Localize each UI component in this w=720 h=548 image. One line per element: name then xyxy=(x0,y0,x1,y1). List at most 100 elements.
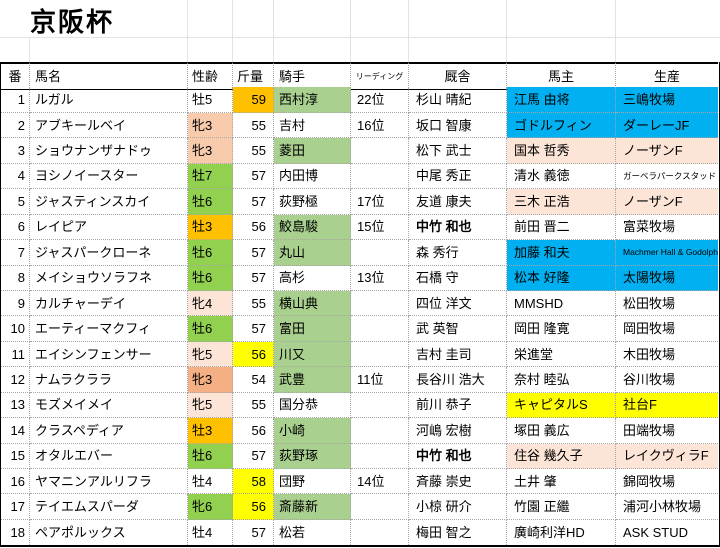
horse-name-cell[interactable]: ペアポルックス xyxy=(30,519,188,546)
horse-name-cell[interactable]: アブキールベイ xyxy=(30,112,188,139)
owner-cell[interactable]: MMSHD xyxy=(507,290,616,317)
row-number-cell[interactable]: 8 xyxy=(1,265,30,291)
header-number[interactable]: 番 xyxy=(1,62,30,90)
sex-age-cell[interactable]: 牝3 xyxy=(188,112,233,139)
breeder-cell[interactable]: レイクヴィラF xyxy=(616,443,718,469)
weight-cell[interactable]: 55 xyxy=(233,392,274,419)
row-number-cell[interactable]: 16 xyxy=(1,469,30,495)
sex-age-cell[interactable]: 牡4 xyxy=(188,469,233,495)
leading-rank-cell[interactable] xyxy=(351,163,409,190)
row-number-cell[interactable]: 7 xyxy=(1,240,30,266)
owner-cell[interactable]: 竹園 正繼 xyxy=(507,494,616,520)
weight-cell[interactable]: 57 xyxy=(233,316,274,342)
jockey-cell[interactable]: 国分恭 xyxy=(274,392,351,419)
row-number-cell[interactable]: 17 xyxy=(1,494,30,520)
sex-age-cell[interactable]: 牡3 xyxy=(188,214,233,241)
jockey-cell[interactable]: 団野 xyxy=(274,469,351,495)
jockey-cell[interactable]: 高杉 xyxy=(274,265,351,291)
leading-rank-cell[interactable] xyxy=(351,392,409,419)
header-sex-age[interactable]: 性齢 xyxy=(188,62,233,90)
sex-age-cell[interactable]: 牡7 xyxy=(188,163,233,190)
horse-name-cell[interactable]: ジャスパークローネ xyxy=(30,240,188,266)
stable-cell[interactable]: 友道 康夫 xyxy=(409,189,507,215)
breeder-cell[interactable]: 三嶋牧場 xyxy=(616,87,718,113)
sex-age-cell[interactable]: 牝3 xyxy=(188,367,233,393)
sex-age-cell[interactable]: 牡6 xyxy=(188,189,233,215)
stable-cell[interactable]: 梅田 智之 xyxy=(409,519,507,546)
race-title[interactable]: 京阪杯 xyxy=(30,7,115,37)
breeder-cell[interactable]: 木田牧場 xyxy=(616,342,718,368)
leading-rank-cell[interactable] xyxy=(351,494,409,520)
leading-rank-cell[interactable]: 22位 xyxy=(351,87,409,113)
sex-age-cell[interactable]: 牝5 xyxy=(188,392,233,419)
sex-age-cell[interactable]: 牡4 xyxy=(188,519,233,546)
leading-rank-cell[interactable]: 13位 xyxy=(351,265,409,291)
weight-cell[interactable]: 57 xyxy=(233,163,274,190)
weight-cell[interactable]: 55 xyxy=(233,112,274,139)
weight-cell[interactable]: 56 xyxy=(233,494,274,520)
sex-age-cell[interactable]: 牝5 xyxy=(188,341,233,368)
sex-age-cell[interactable]: 牡3 xyxy=(188,418,233,444)
breeder-cell[interactable]: 浦河小林牧場 xyxy=(616,494,718,520)
weight-cell[interactable]: 55 xyxy=(233,290,274,317)
breeder-cell[interactable]: 松田牧場 xyxy=(616,291,718,317)
owner-cell[interactable]: キャピタルS xyxy=(507,392,616,419)
owner-cell[interactable]: 前田 晋二 xyxy=(507,214,616,241)
horse-name-cell[interactable]: カルチャーデイ xyxy=(30,290,188,317)
header-leading[interactable]: リーディング xyxy=(351,62,409,90)
owner-cell[interactable]: 加藤 和夫 xyxy=(507,240,616,266)
stable-cell[interactable]: 吉村 圭司 xyxy=(409,341,507,368)
stable-cell[interactable]: 四位 洋文 xyxy=(409,290,507,317)
breeder-cell[interactable]: 社台F xyxy=(616,392,718,419)
breeder-cell[interactable]: 岡田牧場 xyxy=(616,316,718,342)
jockey-cell[interactable]: 菱田 xyxy=(274,138,351,164)
breeder-cell[interactable]: ASK STUD xyxy=(623,525,689,541)
owner-cell[interactable]: 清水 義徳 xyxy=(507,163,616,190)
jockey-cell[interactable]: 小崎 xyxy=(274,418,351,444)
breeder-cell[interactable]: 田端牧場 xyxy=(616,418,718,444)
horse-name-cell[interactable]: エーティーマクフィ xyxy=(30,316,188,342)
horse-name-cell[interactable]: ナムラクララ xyxy=(30,367,188,393)
leading-rank-cell[interactable] xyxy=(351,240,409,266)
weight-cell[interactable]: 57 xyxy=(233,443,274,469)
leading-rank-cell[interactable] xyxy=(351,341,409,368)
owner-cell[interactable]: 岡田 隆寛 xyxy=(507,316,616,342)
leading-rank-cell[interactable] xyxy=(351,443,409,469)
leading-rank-cell[interactable] xyxy=(351,138,409,164)
breeder-cell[interactable]: 錦岡牧場 xyxy=(616,469,718,495)
owner-cell[interactable]: 塚田 義広 xyxy=(507,418,616,444)
owner-cell[interactable]: 土井 肇 xyxy=(507,469,616,495)
stable-cell[interactable]: 長谷川 浩大 xyxy=(409,367,507,393)
row-number-cell[interactable]: 11 xyxy=(1,341,30,368)
header-owner[interactable]: 馬主 xyxy=(507,62,616,90)
horse-name-cell[interactable]: ヨシノイースター xyxy=(30,163,188,190)
row-number-cell[interactable]: 4 xyxy=(1,163,30,190)
row-number-cell[interactable]: 2 xyxy=(1,112,30,139)
sex-age-cell[interactable]: 牡6 xyxy=(188,265,233,291)
jockey-cell[interactable]: 荻野極 xyxy=(274,189,351,215)
stable-cell[interactable]: 石橋 守 xyxy=(409,265,507,291)
leading-rank-cell[interactable]: 16位 xyxy=(351,112,409,139)
weight-cell[interactable]: 58 xyxy=(233,469,274,495)
stable-cell[interactable]: 河嶋 宏樹 xyxy=(409,418,507,444)
row-number-cell[interactable]: 15 xyxy=(1,443,30,469)
stable-cell[interactable]: 松下 武士 xyxy=(409,138,507,164)
horse-name-cell[interactable]: クラスペディア xyxy=(30,418,188,444)
leading-rank-cell[interactable] xyxy=(351,519,409,546)
owner-cell[interactable]: 三木 正浩 xyxy=(507,189,616,215)
leading-rank-cell[interactable]: 11位 xyxy=(351,367,409,393)
leading-rank-cell[interactable] xyxy=(351,316,409,342)
horse-name-cell[interactable]: モズメイメイ xyxy=(30,392,188,419)
horse-name-cell[interactable]: レイピア xyxy=(30,214,188,241)
row-number-cell[interactable]: 14 xyxy=(1,418,30,444)
row-number-cell[interactable]: 6 xyxy=(1,214,30,241)
horse-name-cell[interactable]: ヤマニンアルリフラ xyxy=(30,469,188,495)
horse-name-cell[interactable]: ルガル xyxy=(30,87,188,113)
row-number-cell[interactable]: 5 xyxy=(1,189,30,215)
stable-cell[interactable]: 中竹 和也 xyxy=(409,443,507,469)
row-number-cell[interactable]: 10 xyxy=(1,316,30,342)
header-weight[interactable]: 斤量 xyxy=(233,62,274,90)
jockey-cell[interactable]: 西村淳 xyxy=(274,87,351,113)
weight-cell[interactable]: 56 xyxy=(233,418,274,444)
weight-cell[interactable]: 57 xyxy=(233,189,274,215)
